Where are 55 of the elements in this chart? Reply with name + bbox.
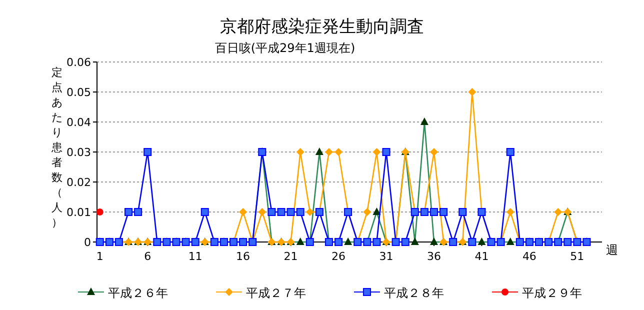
- point: [268, 208, 276, 216]
- point: [430, 208, 438, 216]
- point: [372, 238, 381, 246]
- point: [124, 208, 133, 216]
- y-tick-label: 0.02: [66, 176, 91, 189]
- chart-title: 京都府感染症発生動向調査: [220, 17, 424, 37]
- point: [440, 208, 448, 216]
- legend-label: 平成２６年: [108, 286, 168, 300]
- point: [324, 148, 333, 156]
- point: [372, 148, 381, 156]
- point: [306, 208, 314, 216]
- text: 定点あたり患者数（人）: [52, 66, 62, 229]
- x-tick-label: 26: [332, 250, 346, 263]
- point: [564, 238, 572, 246]
- x-tick-label: 46: [522, 250, 536, 263]
- point: [296, 208, 304, 216]
- point: [506, 148, 514, 156]
- y-tick-label: 0.06: [66, 56, 91, 69]
- y-tick-label: 0: [84, 236, 91, 249]
- point: [239, 208, 248, 216]
- point: [258, 208, 266, 216]
- y-tick-label: 0.01: [66, 206, 91, 219]
- x-tick-label: 1: [96, 250, 104, 263]
- x-tick-label: 36: [426, 250, 441, 263]
- x-axis-title: 週: [606, 243, 618, 257]
- point: [430, 148, 438, 156]
- point: [144, 148, 152, 156]
- point: [96, 208, 104, 216]
- y-tick-label: 0.05: [66, 86, 91, 99]
- legend-label: 平成２８年: [384, 286, 444, 300]
- point: [458, 208, 467, 216]
- point: [134, 208, 142, 216]
- point: [334, 148, 343, 156]
- x-tick-label: 11: [188, 250, 202, 263]
- y-tick-label: 0.04: [66, 116, 91, 129]
- x-tick-label: 51: [570, 250, 584, 263]
- x-tick-label: 31: [379, 250, 394, 263]
- chart-subtitle: 百日咳(平成29年1週現在): [214, 41, 356, 55]
- x-tick-label: 16: [236, 250, 250, 263]
- point: [363, 208, 372, 216]
- point: [468, 88, 476, 96]
- point: [296, 148, 304, 156]
- y-tick-label: 0.03: [66, 146, 91, 159]
- legend-label: 平成２９年: [522, 286, 582, 300]
- point: [401, 238, 410, 246]
- point: [382, 148, 390, 156]
- x-tick-label: 21: [284, 250, 298, 263]
- legend-label: 平成２７年: [246, 286, 306, 300]
- point: [200, 208, 209, 216]
- point: [506, 208, 514, 216]
- x-tick-label: 6: [144, 250, 152, 263]
- point: [286, 208, 295, 216]
- x-tick-label: 41: [474, 250, 489, 263]
- point: [277, 208, 286, 216]
- point: [554, 208, 562, 216]
